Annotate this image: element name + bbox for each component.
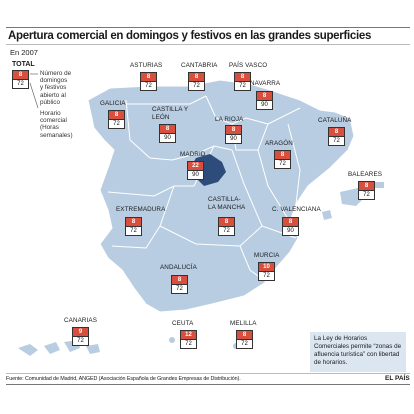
title-rule <box>6 44 410 45</box>
top-rule <box>6 27 410 28</box>
legend-bottom-value: 72 <box>13 79 28 88</box>
bottom-rule <box>6 384 410 385</box>
region-badge-aragon: 8 72 <box>274 150 291 169</box>
region-label-melilla: MELILLA <box>230 320 257 327</box>
region-label-cantabria: CANTABRIA <box>181 62 218 69</box>
legend-bottom-desc: Horario comercial (Horas semanales) <box>40 110 73 139</box>
region-label-baleares: BALEARES <box>348 171 383 178</box>
region-borders <box>107 95 301 283</box>
region-label-c-valenciana: C. VALENCIANA <box>272 206 321 213</box>
legend-leaders <box>29 73 39 109</box>
law-note: La Ley de Horarios Comerciales permite “… <box>310 332 406 372</box>
region-label-ceuta: CEUTA <box>172 320 194 327</box>
brand-label: EL PAÍS <box>385 375 410 382</box>
region-label-cataluna: CATALUÑA <box>318 117 352 124</box>
peninsula-shape <box>87 79 355 313</box>
region-label-aragon: ARAGÓN <box>265 140 293 147</box>
region-badge-melilla: 8 72 <box>236 330 253 349</box>
baleares-island-menorca <box>372 182 384 188</box>
region-badge-c-valenciana: 8 90 <box>282 217 299 236</box>
region-label-extremadura: EXTREMADURA <box>116 206 166 213</box>
region-badge-castilla-y-leon: 8 90 <box>159 124 176 143</box>
region-label-galicia: GALICIA <box>100 100 126 107</box>
footer-rule <box>6 373 410 374</box>
region-label-la-rioja: LA RIOJA <box>215 116 244 123</box>
canarias-islands <box>18 340 100 356</box>
region-badge-galicia: 8 72 <box>108 110 125 129</box>
region-badge-pais-vasco: 8 72 <box>234 72 251 91</box>
region-badge-madrid: 22 90 <box>187 161 204 180</box>
region-label-madrid: MADRID <box>180 151 206 158</box>
region-label-murcia: MURCIA <box>254 252 280 259</box>
region-badge-baleares: 8 72 <box>358 181 375 200</box>
region-badge-andalucia: 8 72 <box>171 275 188 294</box>
region-badge-castilla-la-mancha: 8 72 <box>218 217 235 236</box>
region-label-andalucia: ANDALUCÍA <box>160 264 197 271</box>
region-badge-canarias: 9 72 <box>72 327 89 346</box>
region-label-castilla-y-leon: CASTILLA Y LEÓN <box>152 106 189 121</box>
year-label: En 2007 <box>10 48 38 57</box>
legend-badge: 8 72 <box>12 70 29 89</box>
region-badge-murcia: 10 72 <box>258 262 275 281</box>
region-badge-cantabria: 8 72 <box>188 72 205 91</box>
region-label-castilla-la-mancha: CASTILLA-LA MANCHA <box>208 196 246 211</box>
baleares-island-ibiza <box>322 210 332 220</box>
region-label-asturias: ASTURIAS <box>130 62 163 69</box>
region-badge-ceuta: 12 72 <box>180 330 197 349</box>
region-badge-navarra: 8 90 <box>256 91 273 110</box>
page-title: Apertura comercial en domingos y festivo… <box>8 30 372 42</box>
region-label-canarias: CANARIAS <box>64 317 97 324</box>
region-label-pais-vasco: PAÍS VASCO <box>229 62 268 69</box>
region-label-navarra: NAVARRA <box>250 80 281 87</box>
region-badge-extremadura: 8 72 <box>125 217 142 236</box>
legend-top-desc: Número de domingos y festivos abierto al p… <box>40 70 72 106</box>
region-badge-cataluna: 8 72 <box>328 127 345 146</box>
ceuta-marker <box>169 337 175 343</box>
source-credit: Fuente: Comunidad de Madrid, ANGED (Asoc… <box>6 376 241 382</box>
region-badge-la-rioja: 8 90 <box>225 125 242 144</box>
legend-top-value: 8 <box>13 71 28 79</box>
legend-total-label: TOTAL <box>12 61 35 68</box>
region-badge-asturias: 8 72 <box>140 72 157 91</box>
